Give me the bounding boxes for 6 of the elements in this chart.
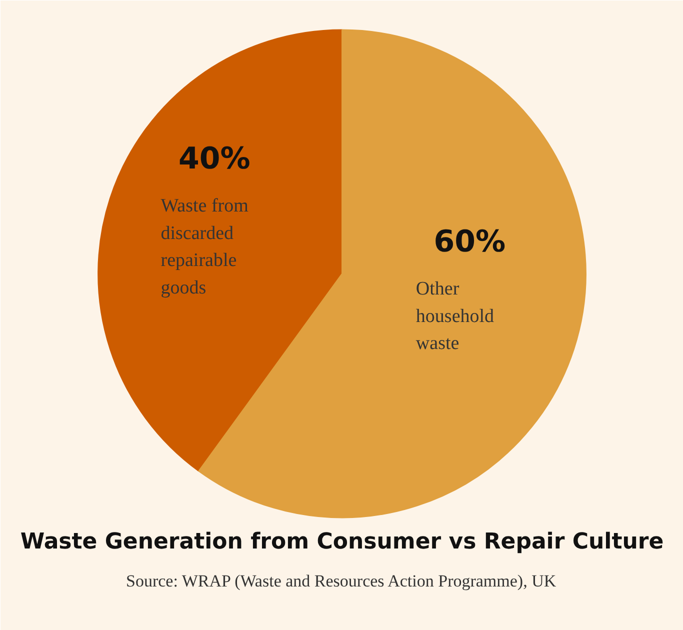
data-label: 40% — [178, 142, 250, 177]
slice-label: Other household waste — [416, 278, 495, 354]
slice-label: Waste from discarded repairable goods — [160, 196, 249, 299]
text: Waste Generation from Consumer vs Repair Culture — [20, 530, 664, 555]
data-label: 60% — [434, 224, 506, 260]
source-note: Source: WRAP (Waste and Resources Action Programme), UK — [126, 572, 557, 591]
